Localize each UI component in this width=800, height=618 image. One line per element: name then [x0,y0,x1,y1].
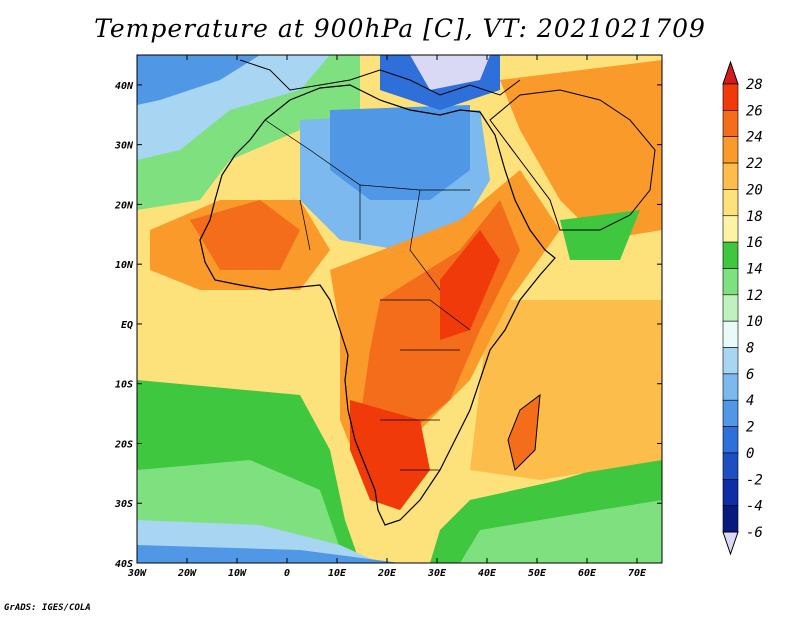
colorbar-label: 18 [746,209,763,225]
lon-tick-label: 50E [528,568,547,579]
colorbar-segment [722,268,739,296]
temperature-field [137,55,662,563]
map-frame [136,54,663,564]
colorbar-segment [722,347,739,375]
colorbar-segment [722,478,739,506]
colorbar-segment [722,241,739,269]
colorbar-segment [722,373,739,401]
colorbar-label: 22 [746,156,763,172]
colorbar-segment [722,110,739,138]
lon-tick-label: 10E [328,568,347,579]
colorbar-segment [722,215,739,243]
north-atlantic-colder [137,55,260,105]
lon-tick-label: 0 [284,568,290,579]
colorbar-segment [722,294,739,322]
lat-tick-label: 40N [115,81,134,92]
colorbar-label: 28 [746,77,763,93]
colorbar-segment [722,136,739,164]
lon-tick-label: 30E [427,568,447,579]
lon-tick-label: 60E [578,568,597,579]
colorbar-segment [722,162,739,190]
colorbar-top-arrow [722,60,739,85]
lat-tick-label: 20N [114,200,134,211]
colorbar-label: -4 [746,499,763,515]
sahara-cold [330,105,470,200]
lat-tick-label: 20S [114,439,133,450]
lat-tick-label: 30S [114,499,133,510]
lon-tick-label: 10W [228,568,247,579]
colorbar-segment [722,189,739,217]
chart-title: Temperature at 900hPa [C], VT: 202102170… [94,14,706,43]
lon-tick-label: 70E [628,568,647,579]
southern-africa-hottest [350,400,430,510]
europe-coastline [239,59,521,96]
credit-text: GrADS: IGES/COLA [4,603,91,613]
colorbar-label: 20 [746,182,763,198]
south-atlantic-colder [137,545,400,563]
country-borders [264,119,471,471]
lat-tick-label: 40S [115,559,133,570]
colorbar-label: 0 [746,446,754,462]
colorbar-label: 26 [746,103,763,119]
colorbar-label: 14 [746,261,763,277]
colorbar-label: 10 [746,314,763,330]
colorbar-label: 24 [746,130,763,146]
colorbar-segment [722,399,739,427]
colorbar-segment [722,426,739,454]
indian-ocean-warm [470,300,662,480]
madagascar [507,393,541,471]
lon-tick-label: 20W [177,568,197,579]
colorbar-label: 12 [746,288,763,304]
lon-tick-label: 40E [478,568,497,579]
colorbar-segment [722,320,739,348]
colorbar-label: -2 [746,472,763,488]
colorbar-segment [722,452,739,480]
lat-tick-label: 30N [114,141,134,152]
axis-ticks: 30W 20W 10W 0 10E 20E 30E 40E 50E 60E 70E 40N 30N 20N… [114,55,662,579]
colorbar-segment [722,83,739,111]
colorbar-label: 16 [746,235,763,251]
west-africa-hot [190,200,300,270]
lon-tick-label: 30W [127,568,147,579]
colorbar-bottom-arrow [722,531,739,556]
balkans-coldest [410,55,490,90]
colorbar-label: 6 [746,367,754,383]
lat-tick-label: 10N [115,260,134,271]
africa-coastline [199,84,556,526]
lon-tick-label: 20E [377,568,397,579]
colorbar-label: -6 [746,525,763,541]
east-africa-hottest [440,230,500,340]
colorbar-label: 2 [746,420,754,436]
lat-tick-label: 10S [115,380,133,391]
colorbar-label: 8 [746,341,754,357]
arabian-sea-cool [560,210,640,260]
colorbar-segment [722,505,739,533]
lat-tick-label: EQ [121,320,133,331]
south-indian-cooler [460,500,662,563]
arabia-warm [500,60,662,240]
colorbar-label: 4 [746,393,754,409]
arabia-coastline [489,89,656,231]
